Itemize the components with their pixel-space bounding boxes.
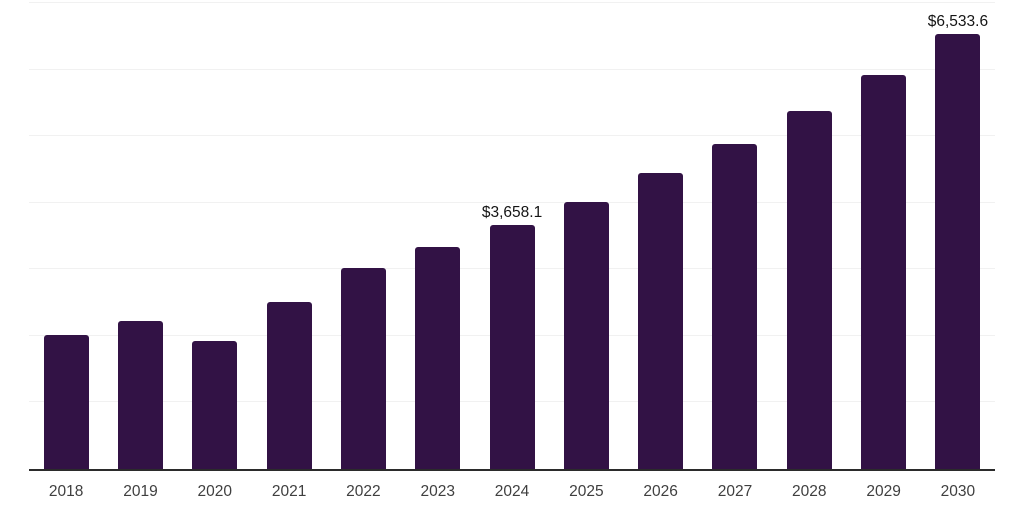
- bar-value-label-2030: $6,533.6: [927, 12, 989, 30]
- bar-slot-2029: [846, 0, 920, 469]
- bar-2029[interactable]: [861, 74, 907, 469]
- bar-2024[interactable]: [489, 225, 535, 469]
- x-axis: 2018 2019 2020 2021 2022 2023 2024 2025 2026 2027…: [29, 471, 995, 500]
- bar-2021[interactable]: [266, 301, 312, 469]
- x-tick-2022: 2022: [346, 483, 381, 500]
- bar-2023[interactable]: [415, 246, 461, 469]
- bar-slot-2024: $3,658.1: [475, 0, 549, 469]
- bar-slot-2028: [772, 0, 846, 469]
- x-tick-2029: 2029: [866, 483, 901, 500]
- x-tick-2027: 2027: [717, 483, 753, 500]
- gridline: [29, 68, 995, 70]
- bar-slot-2027: [698, 0, 772, 469]
- bar-2028[interactable]: [786, 110, 832, 469]
- x-tick-2028: 2028: [792, 483, 827, 500]
- bar-slot-2030: $6,533.6: [921, 0, 995, 469]
- bar-slot-2022: [326, 0, 400, 469]
- x-tick-2020: 2020: [197, 483, 233, 500]
- bars-container: $3,658.1 $6,533.6: [29, 0, 995, 469]
- bar-slot-2026: [624, 0, 698, 469]
- gridline: [29, 135, 995, 137]
- x-tick-2021: 2021: [271, 483, 307, 500]
- x-tick-2024: 2024: [494, 483, 530, 500]
- bar-2020[interactable]: [192, 340, 238, 469]
- gridline: [29, 2, 995, 3]
- bar-2025[interactable]: [563, 202, 609, 469]
- x-tick-2025: 2025: [569, 483, 604, 500]
- gridline: [29, 201, 995, 203]
- x-tick-2019: 2019: [123, 483, 158, 500]
- bar-2019[interactable]: [117, 320, 163, 469]
- bar-slot-2021: [252, 0, 326, 469]
- bar-2030[interactable]: [935, 34, 981, 469]
- plot-area: $3,658.1 $6,533.6: [29, 0, 995, 471]
- bar-slot-2025: [549, 0, 623, 469]
- bar-value-label-2024: $3,658.1: [481, 203, 543, 221]
- bar-slot-2023: [401, 0, 475, 469]
- bar-2022[interactable]: [340, 267, 386, 469]
- bar-2027[interactable]: [712, 144, 758, 469]
- x-tick-2026: 2026: [643, 483, 678, 500]
- bar-slot-2018: [29, 0, 103, 469]
- bar-2026[interactable]: [638, 173, 684, 469]
- bar-slot-2019: [103, 0, 177, 469]
- x-tick-2018: 2018: [48, 483, 84, 500]
- x-tick-2030: 2030: [940, 483, 976, 500]
- bar-2018[interactable]: [43, 334, 89, 469]
- bar-slot-2020: [178, 0, 252, 469]
- x-tick-2023: 2023: [420, 483, 455, 500]
